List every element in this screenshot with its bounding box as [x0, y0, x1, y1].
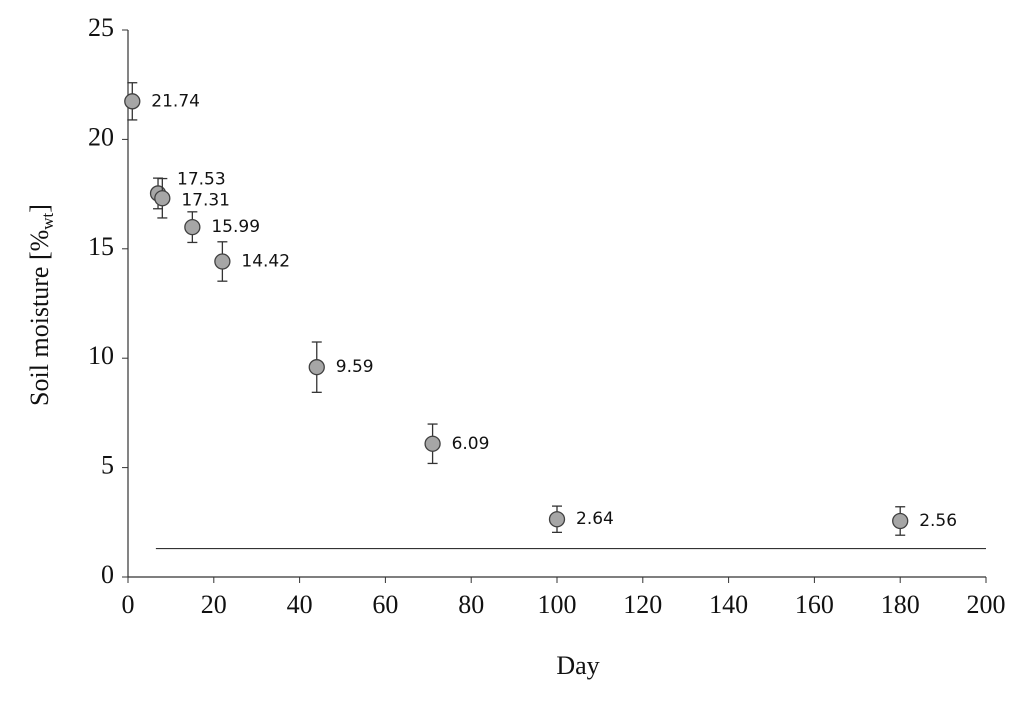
data-label: 6.09 [452, 434, 490, 454]
y-tick-label: 25 [88, 13, 114, 42]
data-label: 9.59 [336, 357, 374, 377]
y-label-subscript: wt [38, 212, 57, 229]
y-tick-label: 15 [88, 232, 114, 261]
y-tick-label: 20 [88, 122, 114, 151]
x-tick-label: 140 [709, 590, 748, 619]
x-tick-label: 120 [623, 590, 662, 619]
data-point [548, 511, 566, 528]
data-label: 17.31 [181, 190, 230, 210]
x-tick-label: 60 [372, 590, 398, 619]
y-tick-label: 10 [88, 341, 114, 370]
data-point [892, 512, 909, 530]
data-label: 21.74 [151, 91, 200, 111]
data-point [424, 435, 441, 452]
y-tick-label: 0 [101, 560, 114, 589]
x-tick-label: 160 [795, 590, 834, 619]
data-point [308, 359, 325, 376]
y-label-close: ] [25, 204, 54, 213]
x-tick-label: 200 [967, 590, 1006, 619]
x-tick-label: 180 [881, 590, 920, 619]
x-axis-label: Day [556, 651, 599, 680]
data-point [154, 190, 171, 207]
data-label: 17.53 [177, 169, 226, 189]
data-point [124, 93, 141, 110]
x-tick-label: 80 [458, 590, 484, 619]
x-tick-label: 20 [201, 590, 227, 619]
data-label: 14.42 [241, 251, 290, 271]
data-point [214, 253, 231, 270]
data-label: 2.64 [576, 509, 614, 529]
y-label-main: Soil moisture [% [25, 230, 54, 406]
x-tick-label: 40 [287, 590, 313, 619]
data-label: 15.99 [211, 217, 260, 237]
data-label: 2.56 [919, 511, 957, 531]
y-tick-label: 5 [101, 451, 114, 480]
x-tick-label: 0 [122, 590, 135, 619]
x-tick-label: 100 [538, 590, 577, 619]
y-axis-label: Soil moisture [%wt] [25, 204, 57, 406]
data-point [184, 218, 201, 236]
